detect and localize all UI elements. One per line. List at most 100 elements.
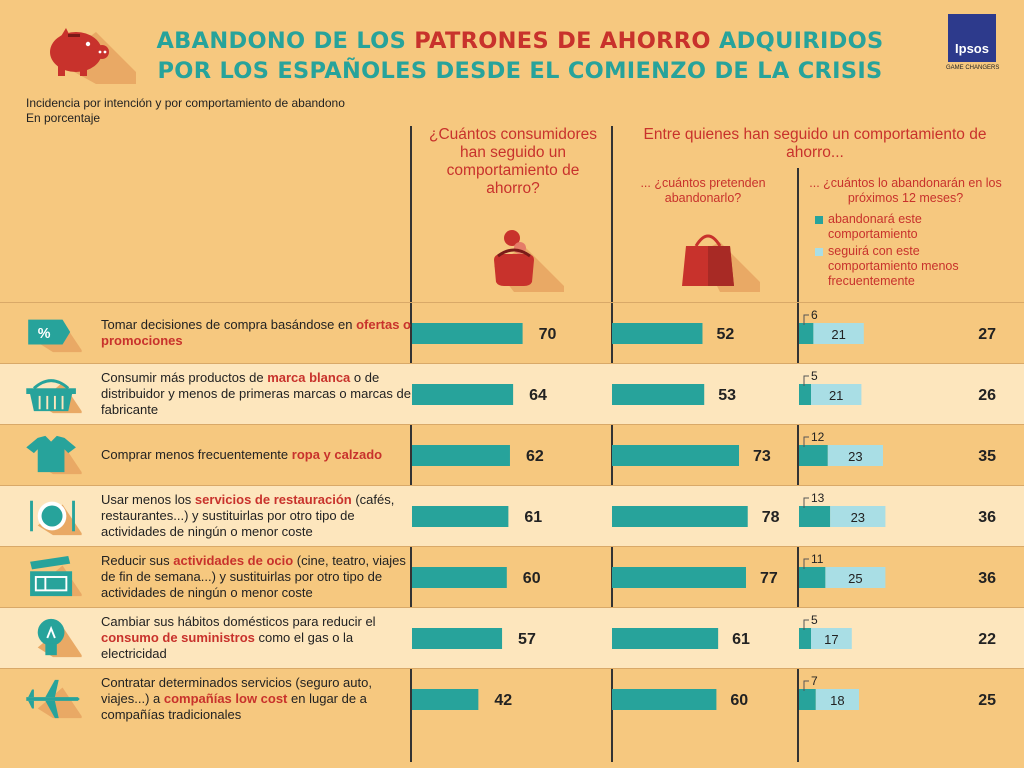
- subtitle-line-1: Incidencia por intención y por comportam…: [26, 96, 345, 110]
- bar-seguira: [830, 506, 886, 527]
- bar-pretenden: [612, 506, 748, 527]
- lightbulb-icon: [37, 618, 82, 658]
- data-row: Comprar menos frecuentemente ropa y calz…: [0, 424, 1024, 485]
- legend-item-continue: seguirá con este comportamiento menos fr…: [815, 244, 993, 289]
- row-separator: [0, 546, 1024, 547]
- logo-text: Ipsos: [955, 41, 989, 56]
- plate-cutlery-icon: [30, 500, 82, 536]
- row-label: Cambiar sus hábitos domésticos para redu…: [101, 607, 411, 668]
- subtitle-line-2: En porcentaje: [26, 111, 101, 125]
- bar-abandonara: [799, 445, 828, 466]
- bar-abandonara: [799, 628, 811, 649]
- value-seguira: 21: [831, 327, 845, 342]
- column-header-2b: ... ¿cuántos lo abandonarán en los próxi…: [809, 176, 1002, 205]
- logo-tagline: GAME CHANGERS: [946, 65, 1000, 71]
- label-pre: Usar menos los: [101, 491, 195, 507]
- bar-seguira: [815, 689, 859, 710]
- row-label: Tomar decisiones de compra basándose en …: [101, 302, 411, 363]
- row-separator: [0, 302, 1024, 303]
- value-seguira: 17: [824, 632, 838, 647]
- legend-swatch-continue: [815, 248, 823, 256]
- svg-text:%: %: [38, 326, 51, 342]
- row-label: Contratar determinados servicios (seguro…: [101, 668, 411, 729]
- bar-seguido: [412, 384, 514, 405]
- logo-box: Ipsos: [948, 14, 996, 62]
- bar-seguido: [412, 323, 523, 344]
- value-abandonara: 6: [811, 308, 818, 322]
- label-highlight: marca blanca: [267, 369, 351, 385]
- label-post: o de distribuidor y menos de primeras ma…: [101, 369, 411, 417]
- bar-pretenden: [612, 567, 746, 588]
- value-seguido: 61: [524, 509, 542, 526]
- legend-label-abandon: abandonará este comportamiento: [828, 212, 922, 241]
- value-pretenden: 60: [730, 692, 748, 709]
- value-abandonara: 7: [811, 674, 818, 688]
- column-header-1: ¿Cuántos consumidores han seguido un com…: [429, 126, 597, 197]
- value-seguira: 23: [851, 510, 865, 525]
- ipsos-logo: Ipsos GAME CHANGERS: [946, 14, 1000, 74]
- legend-label-continue: seguirá con este comportamiento menos fr…: [828, 244, 959, 288]
- callout-line: [803, 497, 809, 508]
- bar-seguido: [412, 506, 509, 527]
- value-abandonara: 5: [811, 613, 818, 627]
- label-pre: Tomar decisiones de compra basándose en: [101, 316, 357, 332]
- row-label-text: Comprar menos frecuentemente ropa y calz…: [101, 447, 382, 463]
- row-label-text: Cambiar sus hábitos domésticos para redu…: [101, 614, 411, 662]
- value-seguido: 62: [526, 448, 544, 465]
- row-label: Consumir más productos de marca blanca o…: [101, 363, 411, 424]
- bar-abandonara: [799, 323, 814, 344]
- label-pre: Comprar menos frecuentemente: [101, 446, 292, 462]
- bar-pretenden: [612, 445, 740, 466]
- label-pre: Cambiar sus hábitos domésticos para redu…: [101, 613, 376, 629]
- data-row: Cambiar sus hábitos domésticos para redu…: [0, 607, 1024, 668]
- value-seguira: 25: [848, 571, 862, 586]
- bar-pretenden: [612, 689, 717, 710]
- value-pretenden: 77: [760, 570, 778, 587]
- value-total: 27: [978, 326, 996, 343]
- column-header-2a: ... ¿cuántos pretenden abandonarlo?: [640, 176, 766, 205]
- legend: abandonará este comportamiento seguirá c…: [815, 212, 993, 291]
- value-abandonara: 12: [811, 430, 825, 444]
- row-separator: [0, 363, 1024, 364]
- value-total: 35: [978, 448, 996, 465]
- row-label-text: Consumir más productos de marca blanca o…: [101, 370, 411, 418]
- label-pre: Contratar determinados servicios (seguro…: [101, 674, 372, 706]
- bar-abandonara: [799, 689, 816, 710]
- label-post: (cafés, restaurantes...) y sustituirlas …: [101, 491, 395, 539]
- row-label-text: Contratar determinados servicios (seguro…: [101, 675, 411, 723]
- value-pretenden: 61: [732, 631, 750, 648]
- row-label: Usar menos los servicios de restauración…: [101, 485, 411, 546]
- callout-line: [803, 619, 809, 630]
- title-line-1: ABANDONO DE LOS PATRONES DE AHORRO ADQUI…: [156, 28, 884, 54]
- divider-2: [611, 126, 613, 762]
- callout-line: [803, 680, 809, 691]
- subtitle: Incidencia por intención y por comportam…: [26, 96, 345, 126]
- bar-seguira: [811, 384, 862, 405]
- bar-seguira: [813, 323, 864, 344]
- bar-abandonara: [799, 567, 826, 588]
- basket-icon: [26, 379, 82, 414]
- legend-item-abandon: abandonará este comportamiento: [815, 212, 993, 242]
- title-line-2: POR LOS ESPAÑOLES DESDE EL COMIENZO DE L…: [157, 58, 883, 84]
- page-title: ABANDONO DE LOS PATRONES DE AHORRO ADQUI…: [150, 26, 890, 86]
- legend-swatch-abandon: [815, 216, 823, 224]
- row-separator: [0, 607, 1024, 608]
- label-highlight: ofertas o promociones: [101, 316, 411, 348]
- bar-abandonara: [799, 506, 831, 527]
- value-total: 36: [978, 509, 996, 526]
- bar-seguira: [827, 445, 883, 466]
- callout-line: [803, 314, 809, 325]
- data-row: Reducir sus actividades de ocio (cine, t…: [0, 546, 1024, 607]
- divider-1: [410, 126, 412, 762]
- divider-3: [797, 168, 799, 762]
- percent-tag-icon: %: [28, 319, 82, 353]
- value-abandonara: 11: [811, 552, 824, 566]
- value-abandonara: 5: [811, 369, 818, 383]
- bar-seguira: [825, 567, 886, 588]
- row-separator: [0, 668, 1024, 669]
- data-row: Contratar determinados servicios (seguro…: [0, 668, 1024, 729]
- value-seguira: 21: [829, 388, 843, 403]
- value-pretenden: 53: [718, 387, 736, 404]
- bar-pretenden: [612, 628, 719, 649]
- label-pre: Consumir más productos de: [101, 369, 268, 385]
